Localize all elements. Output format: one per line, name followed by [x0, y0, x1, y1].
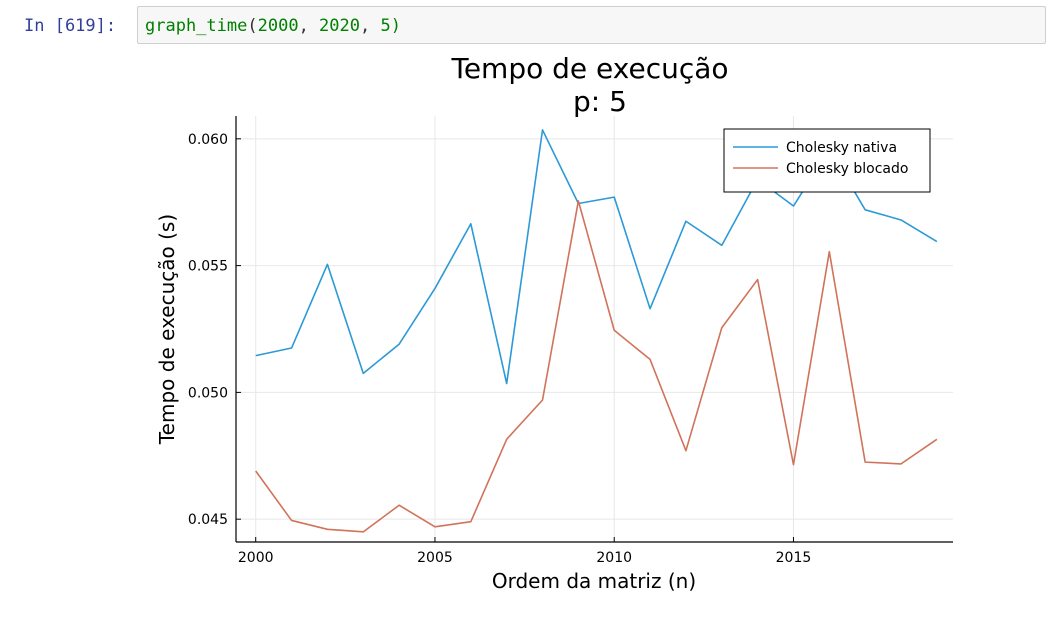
y-axis-label: Tempo de execução (s) [155, 214, 179, 445]
chart-subtitle: p: 5 [573, 85, 627, 118]
x-tick-label: 2000 [238, 550, 274, 566]
x-tick-label: 2010 [596, 550, 632, 566]
code-arg-step: 5 [380, 16, 391, 36]
code-arg-start: 2000 [257, 16, 299, 36]
y-tick-label: 0.060 [188, 132, 228, 148]
code-separator-1: , [298, 16, 320, 36]
cell-output: Tempo de execução p: 5 2000 2005 2010 2015 0… [137, 48, 1048, 615]
x-tick-label: 2005 [417, 550, 453, 566]
code-close-paren: ) [390, 16, 401, 36]
line-chart: Tempo de execução p: 5 2000 2005 2010 2015 0… [155, 52, 953, 593]
code-separator-2: , [360, 16, 381, 36]
code-arg-end: 2020 [319, 16, 360, 36]
x-tick-label: 2015 [776, 550, 812, 566]
legend-label-1: Cholesky nativa [786, 140, 897, 156]
legend-box [723, 128, 931, 193]
y-tick-label: 0.045 [188, 512, 228, 528]
chart-ticks: 2000 2005 2010 2015 0.045 0.050 0.055 0.060 [188, 132, 811, 566]
chart-title: Tempo de execução [450, 52, 728, 85]
cell-prompt: In [619]: [24, 16, 117, 36]
series-line-2 [255, 200, 938, 533]
chart-axes [235, 116, 953, 543]
x-axis-label: Ordem da matriz (n) [492, 569, 696, 593]
code-open-paren: ( [247, 16, 258, 36]
code-input[interactable]: graph_time(2000, 2020, 5) [137, 6, 1046, 44]
y-tick-label: 0.050 [188, 385, 228, 401]
chart-legend: Cholesky nativa Cholesky blocado [723, 128, 931, 193]
code-function-name: graph_time [145, 16, 248, 36]
y-tick-label: 0.055 [188, 259, 228, 275]
legend-label-2: Cholesky blocado [786, 161, 908, 177]
code-line: graph_time(2000, 2020, 5) [145, 16, 401, 36]
